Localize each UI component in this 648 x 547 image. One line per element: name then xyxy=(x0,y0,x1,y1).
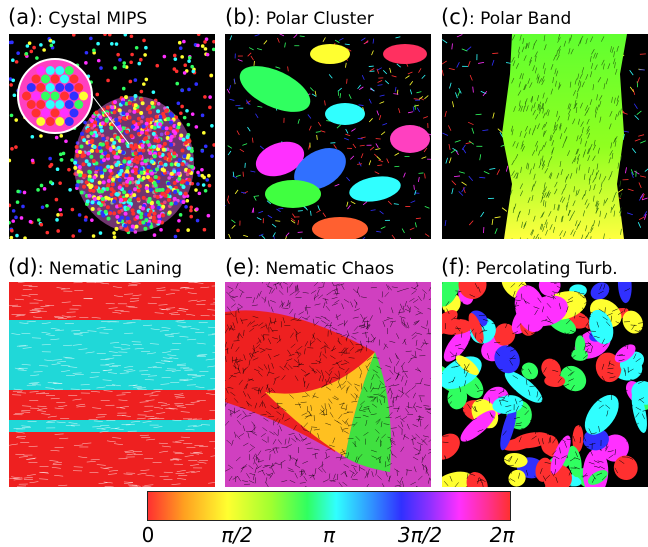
cluster-green xyxy=(233,57,317,122)
panel-a-label: : Cystal MIPS xyxy=(37,9,147,29)
colorbar-label-2pi: 2π xyxy=(490,523,515,547)
panel-c-label: : Polar Band xyxy=(469,9,571,29)
panel-b-title: (b): Polar Cluster xyxy=(225,7,374,29)
panel-c-svg xyxy=(442,34,648,239)
panel-e-tag: (e) xyxy=(225,255,254,279)
panel-b-svg xyxy=(225,34,431,239)
panel-f-title: (f): Percolating Turb. xyxy=(441,257,618,279)
panel-b-image xyxy=(225,34,431,239)
colorbar-label-pi-half: π/2 xyxy=(221,523,253,547)
panel-f-image xyxy=(442,282,648,487)
panel-f-svg xyxy=(442,282,648,487)
cluster-orange xyxy=(312,217,368,239)
panel-c-tag: (c) xyxy=(441,5,469,29)
panel-d-svg xyxy=(9,282,215,487)
lane-cyan-2 xyxy=(9,420,215,432)
cluster-pink-2 xyxy=(390,125,430,153)
panel-c-title: (c): Polar Band xyxy=(441,7,571,29)
panel-b-tag: (b) xyxy=(225,5,255,29)
panel-b-label: : Polar Cluster xyxy=(255,9,374,29)
panel-c-image xyxy=(442,34,648,239)
panel-d-title: (d): Nematic Laning xyxy=(8,257,182,279)
panel-a-svg xyxy=(9,34,215,239)
lane-red-middle xyxy=(9,390,215,420)
panel-f-label: : Percolating Turb. xyxy=(465,259,618,279)
colorbar-label-0: 0 xyxy=(142,523,155,547)
panel-d-label: : Nematic Laning xyxy=(38,259,182,279)
panel-e-title: (e): Nematic Chaos xyxy=(225,257,394,279)
cluster-yellow xyxy=(310,44,350,64)
turbulence-patches xyxy=(442,282,648,487)
cluster-red xyxy=(383,44,427,64)
colorbar-label-3pi-half: 3π/2 xyxy=(398,523,442,547)
panel-e-image xyxy=(225,282,431,487)
panel-a-title: (a): Cystal MIPS xyxy=(8,7,147,29)
panel-f-tag: (f) xyxy=(441,255,465,279)
colorbar-label-pi: π xyxy=(323,523,335,547)
polar-band xyxy=(502,34,627,239)
cluster-cyan-2 xyxy=(347,173,402,206)
panel-a-image xyxy=(9,34,215,239)
panel-e-label: : Nematic Chaos xyxy=(254,259,394,279)
panel-a-tag: (a) xyxy=(8,5,37,29)
cluster-cyan xyxy=(325,103,365,125)
angle-colorbar xyxy=(147,491,511,521)
panel-d-image xyxy=(9,282,215,487)
panel-e-svg xyxy=(225,282,431,487)
panel-d-tag: (d) xyxy=(8,255,38,279)
cluster-green-2 xyxy=(265,180,321,208)
